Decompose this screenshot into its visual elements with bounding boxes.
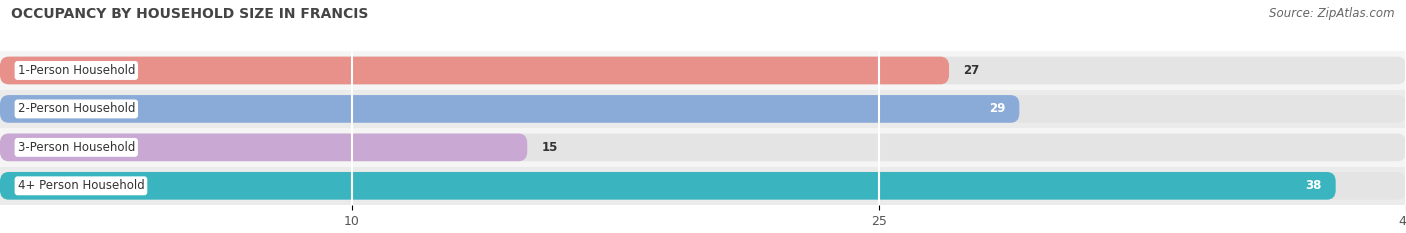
Text: Source: ZipAtlas.com: Source: ZipAtlas.com bbox=[1270, 7, 1395, 20]
Text: 27: 27 bbox=[963, 64, 980, 77]
Text: 38: 38 bbox=[1305, 179, 1322, 192]
FancyBboxPatch shape bbox=[0, 172, 1336, 200]
Bar bbox=[0, 90, 1406, 128]
Bar bbox=[0, 51, 1406, 90]
FancyBboxPatch shape bbox=[0, 95, 1406, 123]
FancyBboxPatch shape bbox=[0, 57, 1406, 84]
FancyBboxPatch shape bbox=[0, 134, 527, 161]
Bar bbox=[0, 128, 1406, 167]
Text: OCCUPANCY BY HOUSEHOLD SIZE IN FRANCIS: OCCUPANCY BY HOUSEHOLD SIZE IN FRANCIS bbox=[11, 7, 368, 21]
Text: 1-Person Household: 1-Person Household bbox=[17, 64, 135, 77]
Text: 29: 29 bbox=[988, 103, 1005, 115]
FancyBboxPatch shape bbox=[0, 57, 949, 84]
FancyBboxPatch shape bbox=[0, 134, 1406, 161]
FancyBboxPatch shape bbox=[0, 172, 1406, 200]
Text: 2-Person Household: 2-Person Household bbox=[17, 103, 135, 115]
Text: 4+ Person Household: 4+ Person Household bbox=[17, 179, 145, 192]
Bar bbox=[0, 167, 1406, 205]
Text: 3-Person Household: 3-Person Household bbox=[17, 141, 135, 154]
Text: 15: 15 bbox=[541, 141, 558, 154]
FancyBboxPatch shape bbox=[0, 95, 1019, 123]
